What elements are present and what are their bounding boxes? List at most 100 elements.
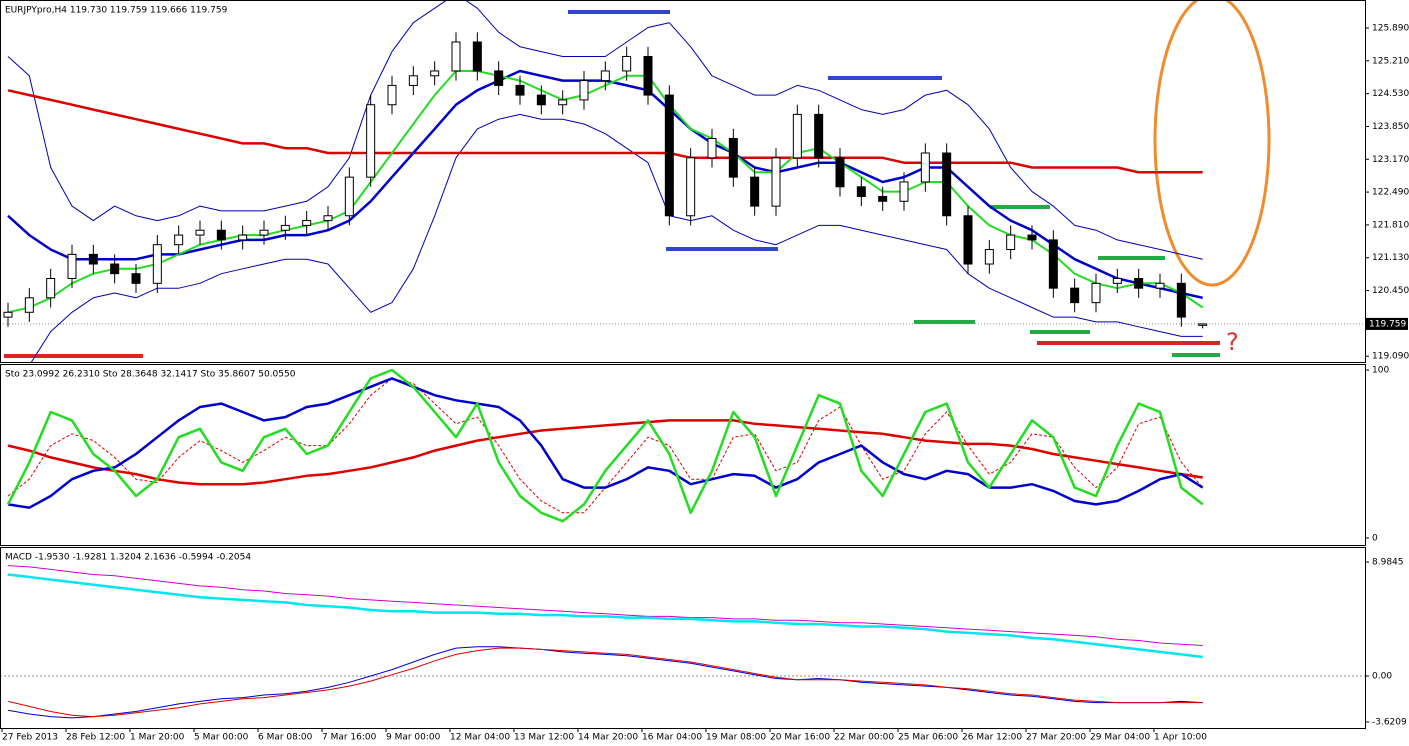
indicator-line: [7, 565, 1203, 646]
candle-body: [3, 311, 13, 318]
candle-body: [536, 94, 546, 106]
x-tick-label: 25 Mar 06:00: [898, 733, 958, 743]
candle-body: [515, 84, 525, 96]
x-tick-label: 20 Mar 16:00: [770, 733, 830, 743]
indicator-line: [7, 646, 1203, 719]
candle-body: [1027, 234, 1037, 241]
x-tick-label: 16 Mar 04:00: [642, 733, 702, 743]
candle-body: [984, 249, 994, 265]
panel-title: MACD -1.9530 -1.9281 1.3204 2.1636 -0.59…: [5, 553, 251, 563]
y-tick-label: 100: [1372, 366, 1389, 376]
candle-body: [494, 70, 504, 86]
candle-body: [344, 176, 354, 217]
y-tick-label: 122.490: [1372, 188, 1409, 198]
candle-body: [131, 273, 141, 284]
candle-body: [323, 215, 333, 222]
candle-body: [1091, 282, 1101, 304]
candle-body: [792, 113, 802, 159]
last-price-box: [1366, 317, 1408, 330]
candle-body: [1112, 277, 1122, 284]
candle-body: [1134, 277, 1144, 289]
y-tick-label: 125.890: [1372, 23, 1409, 33]
indicator-line: [7, 573, 1203, 659]
candle-body: [46, 277, 56, 299]
y-tick-label: 119.090: [1372, 352, 1409, 362]
x-tick-label: 28 Feb 12:00: [66, 733, 125, 743]
candle-body: [259, 229, 269, 236]
candle-body: [110, 263, 120, 275]
drawn-ellipse: [1153, 1, 1271, 287]
y-tick-label: 123.170: [1372, 155, 1409, 165]
panel-title: EURJPYpro,H4 119.730 119.759 119.666 119…: [5, 6, 228, 16]
candle-body: [686, 157, 696, 217]
y-tick-label: 123.850: [1372, 122, 1409, 132]
price-panel: [1, 1, 1365, 362]
candle-body: [1198, 323, 1208, 326]
candle-body: [195, 229, 205, 236]
candle-body: [1070, 287, 1080, 304]
x-tick-label: 26 Mar 12:00: [962, 733, 1022, 743]
candle-body: [856, 186, 866, 197]
y-tick-label: 125.210: [1372, 56, 1409, 66]
indicator-line: [7, 1, 1203, 260]
candle-body: [899, 181, 909, 202]
y-tick-label: 8.9845: [1372, 558, 1404, 568]
candle-body: [1155, 282, 1165, 289]
indicator-line: [7, 377, 1204, 509]
candle-body: [920, 152, 930, 183]
y-tick-label: 0: [1372, 533, 1378, 543]
x-tick-label: 7 Mar 16:00: [322, 733, 377, 743]
candle-body: [451, 41, 461, 72]
y-tick-label: 124.530: [1372, 89, 1409, 99]
x-tick-label: 27 Feb 2013: [2, 733, 58, 743]
candle-body: [728, 138, 738, 178]
panel-frame: [0, 364, 1366, 546]
candle-body: [643, 55, 653, 96]
y-tick-label: 0.00: [1372, 671, 1392, 681]
candle-body: [366, 104, 376, 178]
y-tick-label: -3.6209: [1372, 717, 1407, 727]
candle-body: [408, 75, 418, 86]
y-tick-label: 121.810: [1372, 220, 1409, 230]
panel-frame: [0, 547, 1366, 729]
candle-body: [1176, 282, 1186, 318]
candle-body: [216, 229, 226, 241]
indicator-line: [7, 89, 1203, 174]
x-tick-label: 9 Mar 00:00: [386, 733, 441, 743]
candle-body: [814, 113, 824, 159]
candle-body: [238, 234, 248, 241]
candle-body: [579, 80, 589, 101]
x-tick-label: 14 Mar 20:00: [578, 733, 638, 743]
indicator-line: [30, 113, 1203, 362]
panel-frame: [0, 0, 1366, 363]
indicator-line: [6, 368, 1204, 523]
y-tick-label: 121.130: [1372, 253, 1409, 263]
x-tick-label: 1 Apr 10:00: [1154, 733, 1207, 743]
x-tick-label: 22 Mar 00:00: [834, 733, 894, 743]
candle-body: [558, 99, 568, 106]
candle-body: [835, 157, 845, 188]
candle-body: [942, 152, 952, 217]
indicator-line: [7, 419, 1203, 486]
last-price-label: 119.759: [1369, 319, 1406, 329]
candle-body: [622, 55, 632, 72]
candle-body: [152, 244, 162, 284]
candle-body: [707, 138, 717, 159]
x-tick-label: 6 Mar 08:00: [258, 733, 313, 743]
candle-body: [750, 176, 760, 207]
y-tick-label: 120.450: [1372, 286, 1409, 296]
x-tick-label: 27 Mar 20:00: [1026, 733, 1086, 743]
candle-body: [67, 253, 77, 279]
stochastic-panel: [6, 368, 1204, 523]
candle-body: [88, 253, 98, 265]
candle-body: [280, 224, 290, 231]
candle-body: [1048, 239, 1058, 289]
candle-body: [472, 41, 482, 72]
candle-body: [174, 234, 184, 246]
indicator-line: [7, 647, 1203, 718]
panel-title: Sto 23.0992 26.2310 Sto 28.3648 32.1417 …: [5, 370, 296, 380]
x-tick-label: 13 Mar 12:00: [514, 733, 574, 743]
